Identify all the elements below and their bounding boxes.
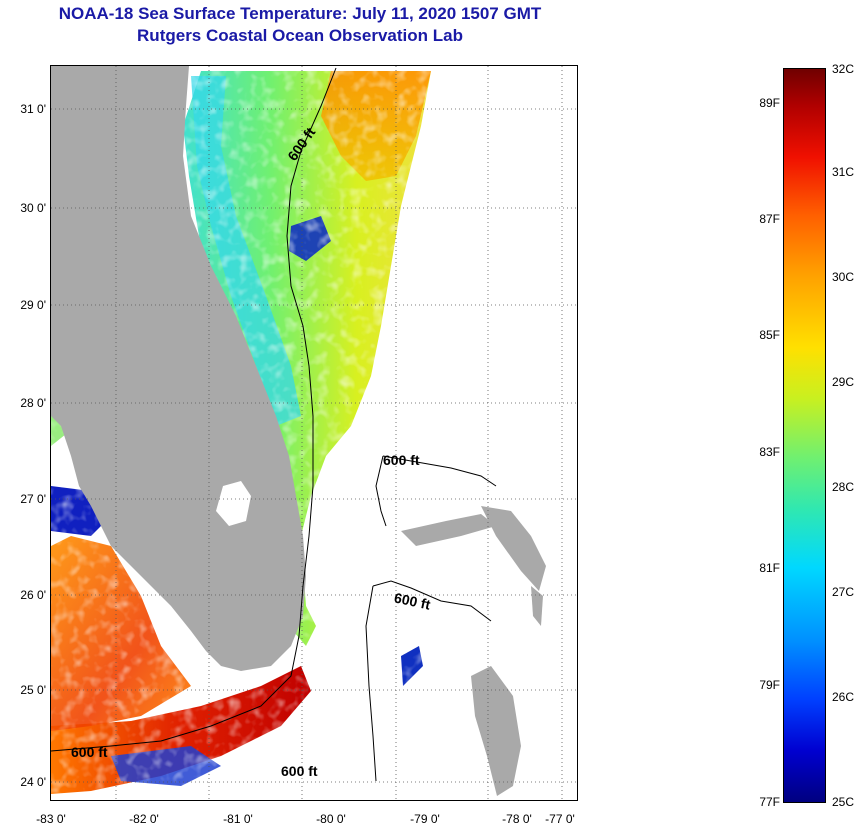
lon-label-83: -83 0' [36, 812, 66, 826]
colorbar-label-77f: 77F [759, 795, 780, 809]
colorbar-label-31c: 31C [832, 165, 855, 179]
lat-label-24: 24 0' [20, 775, 46, 789]
lon-label-80: -80 0' [316, 812, 346, 826]
colorbar-label-89f: 89F [759, 96, 780, 110]
lat-label-27: 27 0' [20, 492, 46, 506]
lat-label-31: 31 0' [20, 102, 46, 116]
map-title: NOAA-18 Sea Surface Temperature: July 11… [58, 4, 542, 23]
colorbar-label-25c: 25C [832, 795, 855, 809]
contour-label-keys: 600 ft [71, 744, 108, 760]
colorbar-label-30c: 30C [832, 270, 855, 284]
lon-label-81: -81 0' [223, 812, 253, 826]
temperature-colorbar [783, 68, 826, 803]
lon-label-78: -78 0' [502, 812, 532, 826]
isobath-600ft [51, 67, 497, 782]
map-subtitle: Rutgers Coastal Ocean Observation Lab [137, 26, 463, 45]
sst-map-canvas [51, 66, 577, 800]
colorbar-label-29c: 29C [832, 375, 855, 389]
colorbar-label-81f: 81F [759, 561, 780, 575]
bahamas-andros [471, 666, 521, 796]
colorbar-label-32c: 32C [832, 62, 855, 76]
colorbar-label-85f: 85F [759, 328, 780, 342]
colorbar-label-87f: 87F [759, 212, 780, 226]
bahamas-abaco [481, 506, 546, 591]
lon-label-82: -82 0' [129, 812, 159, 826]
lat-label-25: 25 0' [20, 683, 46, 697]
sst-map: 600 ft 600 ft 600 ft 600 ft 600 ft [50, 65, 578, 801]
lon-label-77: -77 0' [545, 812, 575, 826]
bahamas-eleuthera [531, 586, 543, 626]
lat-label-29: 29 0' [20, 298, 46, 312]
colorbar-label-26c: 26C [832, 690, 855, 704]
lat-label-30: 30 0' [20, 201, 46, 215]
contour-label-bahamas: 600 ft [383, 452, 420, 468]
lat-label-26: 26 0' [20, 588, 46, 602]
bahamas-grand-bahama [401, 514, 496, 546]
lon-label-79: -79 0' [410, 812, 440, 826]
colorbar-label-79f: 79F [759, 678, 780, 692]
colorbar-label-83f: 83F [759, 445, 780, 459]
lake-okeechobee [216, 481, 251, 526]
contour-label-south: 600 ft [281, 763, 318, 779]
colorbar-label-27c: 27C [832, 585, 855, 599]
lat-label-28: 28 0' [20, 396, 46, 410]
colorbar-label-28c: 28C [832, 480, 855, 494]
